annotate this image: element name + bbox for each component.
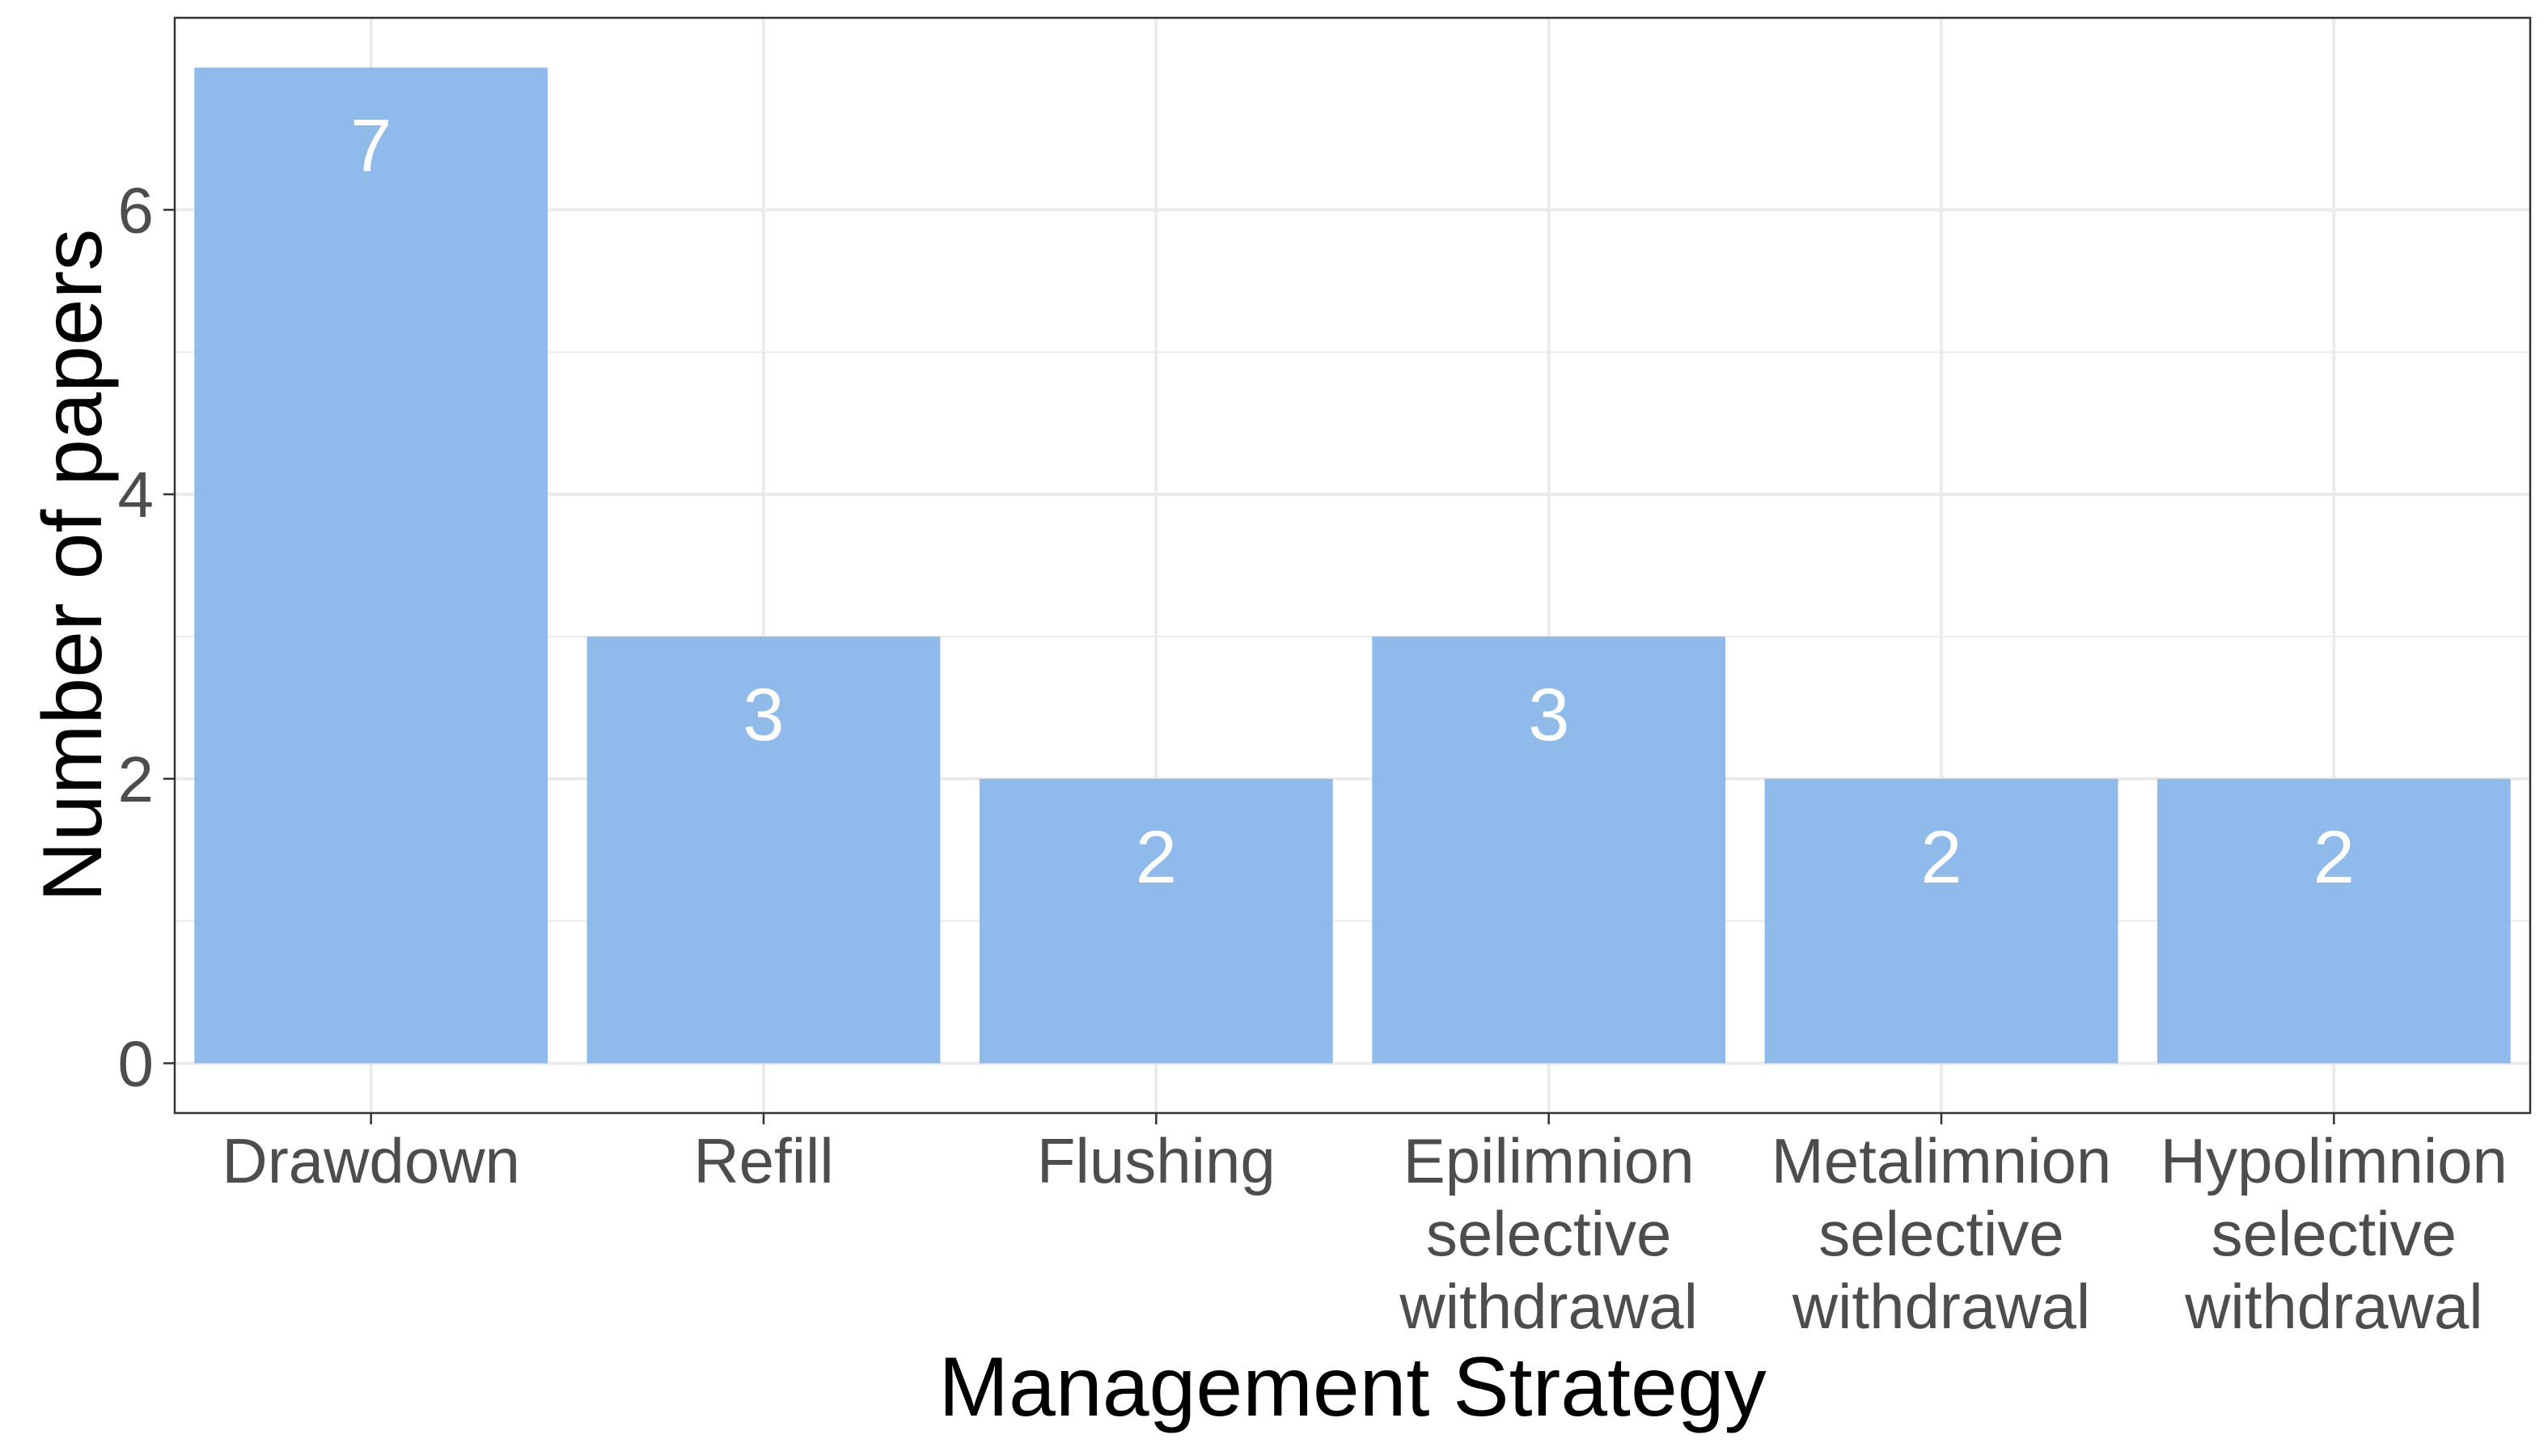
bar-value-label: 2 (2313, 816, 2355, 899)
x-axis-tick-label: Metalimnion selective withdrawal (1771, 1125, 2112, 1342)
x-axis-tick-label: Hypolimnion selective withdrawal (2161, 1125, 2508, 1342)
x-axis-tick-label-line: Flushing (1037, 1125, 1276, 1196)
bar-value-label: 2 (1136, 816, 1177, 899)
bar-value-labels: 7 3 2 3 2 2 (350, 105, 2355, 899)
x-axis-tick-label: Refill (693, 1125, 833, 1196)
bars (194, 67, 2511, 1064)
x-axis-tick-label-line: selective (1426, 1198, 1671, 1269)
x-axis-tick-label-line: withdrawal (2184, 1271, 2482, 1342)
x-axis-tick-label-line: selective (1818, 1198, 2063, 1269)
bar-value-label: 7 (350, 105, 392, 188)
bar-value-label: 2 (1920, 816, 1962, 899)
x-axis-tick-label-line: withdrawal (1792, 1271, 2090, 1342)
y-axis-tick-label: 4 (118, 459, 154, 531)
x-axis-tick-label-line: withdrawal (1399, 1271, 1697, 1342)
x-axis-tick-label: Flushing (1037, 1125, 1276, 1196)
bar (586, 636, 941, 1064)
axis-ticks (163, 209, 2335, 1124)
x-axis-tick-label-line: Hypolimnion (2161, 1125, 2508, 1196)
y-axis-tick-label: 6 (118, 174, 154, 246)
x-axis-tick-label-line: Refill (693, 1125, 833, 1196)
x-axis-title: Management Strategy (938, 1340, 1766, 1434)
y-axis-title: Number of papers (26, 229, 120, 902)
y-axis-tick-labels: 0 2 4 6 (118, 174, 154, 1099)
y-axis-tick-label: 0 (118, 1027, 154, 1099)
bar (2156, 778, 2511, 1064)
y-axis-tick-label: 2 (118, 743, 154, 815)
bar (979, 778, 1333, 1064)
bar-value-label: 3 (1528, 674, 1569, 756)
x-axis-tick-label-line: selective (2212, 1198, 2457, 1269)
bar (1372, 636, 1726, 1064)
x-axis-tick-label: Drawdown (222, 1125, 519, 1196)
panel-border (173, 16, 2532, 1115)
x-axis-tick-label-line: Metalimnion (1771, 1125, 2112, 1196)
x-axis-tick-labels: Drawdown Refill Flushing Epilimnion selectiv… (222, 1125, 2508, 1342)
x-axis-tick-label-line: Epilimnion (1403, 1125, 1695, 1196)
bar (1764, 778, 2118, 1064)
bar (194, 67, 548, 1064)
bar-value-label: 3 (743, 674, 784, 756)
x-axis-tick-label: Epilimnion selective withdrawal (1399, 1125, 1697, 1342)
x-axis-tick-label-line: Drawdown (222, 1125, 519, 1196)
